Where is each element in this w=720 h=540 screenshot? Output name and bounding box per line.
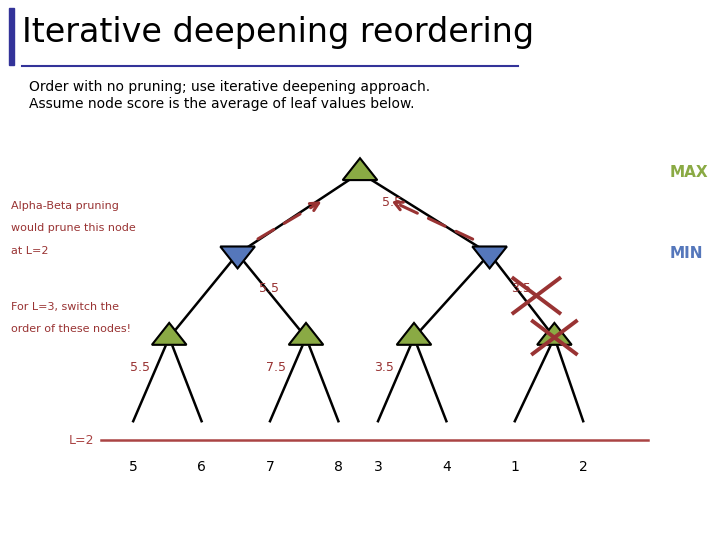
Text: L=2: L=2	[68, 434, 94, 447]
Polygon shape	[343, 158, 377, 180]
Text: 1: 1	[510, 460, 519, 474]
Polygon shape	[220, 246, 255, 268]
Text: at L=2: at L=2	[11, 246, 48, 256]
Text: For L=3, switch the: For L=3, switch the	[11, 302, 119, 312]
Text: 5.5: 5.5	[130, 361, 150, 374]
Polygon shape	[152, 323, 186, 345]
Text: MAX: MAX	[670, 165, 708, 180]
Text: 3.5: 3.5	[374, 361, 395, 374]
Polygon shape	[537, 323, 572, 345]
Text: MIN: MIN	[670, 246, 703, 261]
Text: 3: 3	[374, 460, 382, 474]
Text: Assume node score is the average of leaf values below.: Assume node score is the average of leaf…	[29, 97, 414, 111]
Polygon shape	[397, 323, 431, 345]
Text: order of these nodes!: order of these nodes!	[11, 325, 131, 334]
Text: Order with no pruning; use iterative deepening approach.: Order with no pruning; use iterative dee…	[29, 80, 430, 94]
Text: Alpha-Beta pruning: Alpha-Beta pruning	[11, 201, 119, 211]
Text: 5.5: 5.5	[382, 196, 402, 209]
Text: 7: 7	[266, 460, 274, 474]
Bar	[9, 8, 14, 65]
Text: 4: 4	[442, 460, 451, 474]
Polygon shape	[289, 323, 323, 345]
Text: 5.5: 5.5	[259, 282, 279, 295]
Text: 5: 5	[129, 460, 138, 474]
Text: 8: 8	[334, 460, 343, 474]
Text: 3.5: 3.5	[511, 282, 531, 295]
Text: 6: 6	[197, 460, 206, 474]
Polygon shape	[472, 246, 507, 268]
Text: 7.5: 7.5	[266, 361, 287, 374]
Text: 2: 2	[579, 460, 588, 474]
Text: Iterative deepening reordering: Iterative deepening reordering	[22, 16, 534, 49]
Text: would prune this node: would prune this node	[11, 224, 135, 233]
